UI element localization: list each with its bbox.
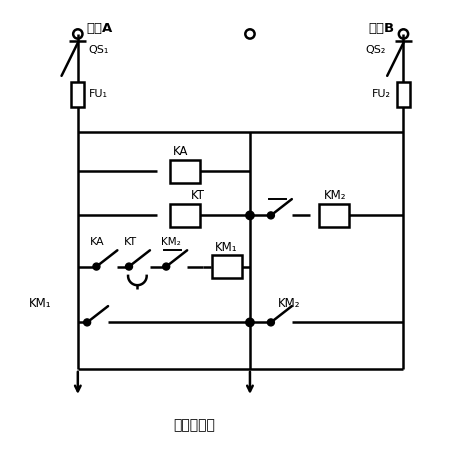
Text: KM₁: KM₁ <box>215 241 238 254</box>
Bar <box>211 255 242 278</box>
Text: FU₁: FU₁ <box>89 89 108 99</box>
Bar <box>170 160 200 183</box>
Bar <box>319 204 349 227</box>
Circle shape <box>268 212 274 219</box>
Text: 去用电设备: 去用电设备 <box>173 418 215 432</box>
Bar <box>397 81 410 107</box>
Text: KM₂: KM₂ <box>160 237 180 248</box>
Text: QS₂: QS₂ <box>365 45 386 55</box>
Text: KT: KT <box>124 237 137 248</box>
Text: 电源A: 电源A <box>86 22 112 35</box>
Circle shape <box>268 319 274 326</box>
Text: KM₁: KM₁ <box>29 297 51 310</box>
Circle shape <box>163 263 170 270</box>
Text: KA: KA <box>90 237 104 248</box>
Circle shape <box>246 211 254 219</box>
Text: 电源B: 电源B <box>369 22 395 35</box>
Circle shape <box>246 318 254 327</box>
Circle shape <box>84 319 91 326</box>
Circle shape <box>126 263 133 270</box>
Bar <box>71 81 84 107</box>
Text: KT: KT <box>190 190 204 202</box>
Bar <box>170 204 200 227</box>
Text: KM₂: KM₂ <box>278 297 300 310</box>
Text: KA: KA <box>173 145 189 158</box>
Text: QS₁: QS₁ <box>88 45 109 55</box>
Text: KM₂: KM₂ <box>323 190 346 202</box>
Text: FU₂: FU₂ <box>372 89 391 99</box>
Circle shape <box>93 263 100 270</box>
